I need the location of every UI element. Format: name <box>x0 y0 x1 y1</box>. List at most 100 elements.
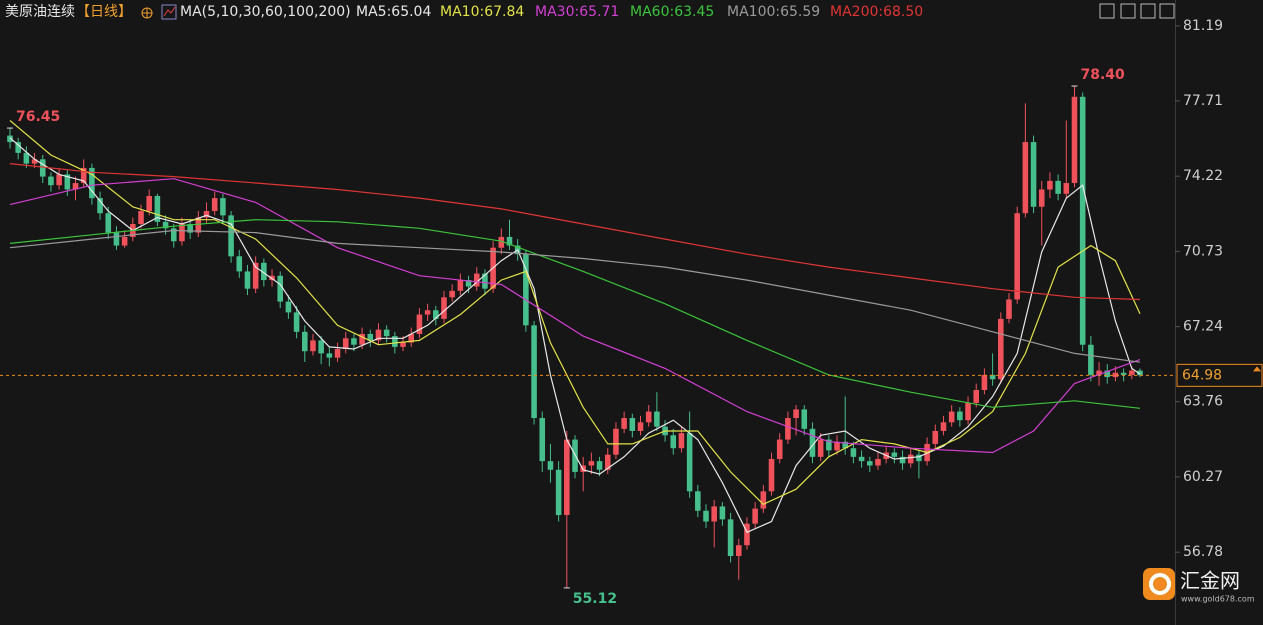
candle-body <box>768 458 775 492</box>
candle-body <box>735 545 742 557</box>
y-tick-label: 63.76 <box>1183 394 1223 410</box>
candle-body <box>56 174 62 186</box>
legend-entry: MA60:63.45 <box>630 4 714 20</box>
candle-body <box>1129 370 1135 375</box>
candle-body <box>670 435 677 449</box>
candle-body <box>293 312 300 332</box>
legend-entry: MA200:68.50 <box>830 4 923 20</box>
candle-body <box>645 411 652 423</box>
candle-body <box>858 456 865 462</box>
candle-body <box>875 458 881 466</box>
candle-body <box>375 329 382 341</box>
annotation-label: 76.45 <box>16 109 60 125</box>
brand: 汇金网 <box>1180 569 1240 593</box>
candle-body <box>211 198 218 212</box>
candle-body <box>727 519 734 557</box>
legend-entry: MA10:67.84 <box>440 4 524 20</box>
candle-body <box>1030 142 1037 207</box>
candle-body <box>228 215 234 257</box>
candle-body <box>850 448 857 457</box>
candle-body <box>1079 96 1086 345</box>
ma-line <box>9 137 1141 534</box>
y-tick-label: 56.78 <box>1183 544 1223 560</box>
tool-button[interactable] <box>1120 3 1136 19</box>
candle-body <box>899 456 906 464</box>
candle-body <box>1088 344 1094 375</box>
period: 【日线】 <box>76 4 132 20</box>
candle-body <box>801 409 808 429</box>
candle-body <box>1063 183 1070 194</box>
candle-body <box>252 262 259 289</box>
y-tick-label: 74.22 <box>1183 168 1223 184</box>
candle-body <box>539 418 546 462</box>
legend-entry: MA30:65.71 <box>535 4 619 20</box>
candle-body <box>629 418 636 431</box>
tool-button[interactable] <box>1159 3 1175 19</box>
candle-body <box>64 174 71 190</box>
y-tick-label: 60.27 <box>1183 469 1223 485</box>
candle-body <box>301 331 308 352</box>
candle-body <box>957 411 963 421</box>
candle-body <box>457 280 464 291</box>
candle-body <box>203 211 210 218</box>
candle-body <box>654 411 660 427</box>
candle-body <box>39 159 46 177</box>
candle-body <box>555 469 562 516</box>
tool-button[interactable] <box>1099 3 1115 19</box>
legend-entry: MA5:65.04 <box>356 4 431 20</box>
candle-body <box>686 433 693 492</box>
candle-body <box>981 374 988 391</box>
logo <box>1149 573 1171 595</box>
candle-body <box>613 428 619 455</box>
tool-button[interactable] <box>1140 3 1156 19</box>
candle-body <box>465 280 472 287</box>
candle-body <box>441 297 447 319</box>
candle-body <box>97 198 103 214</box>
candle-body <box>1120 372 1127 375</box>
candle-body <box>1071 96 1078 184</box>
candle-body <box>1112 372 1119 378</box>
candle-body <box>973 390 980 403</box>
candle-body <box>965 402 971 421</box>
candle-body <box>392 336 398 347</box>
ma-line <box>9 163 1141 301</box>
candle-body <box>31 159 38 164</box>
candle-body <box>588 461 595 466</box>
y-tick-label: 67.24 <box>1183 319 1223 335</box>
indicator-icon <box>163 6 176 17</box>
candle-body <box>48 176 54 186</box>
candle-body <box>318 340 324 354</box>
candle-body <box>154 195 161 222</box>
candle-body <box>367 333 374 341</box>
candle-body <box>547 461 554 470</box>
candle-body <box>842 441 849 449</box>
candle-body <box>809 428 816 457</box>
candle-body <box>621 418 627 429</box>
candle-body <box>1038 189 1045 207</box>
candle-body <box>826 439 832 451</box>
candle-body <box>146 195 152 212</box>
annotation-label: 55.12 <box>573 591 617 607</box>
candle-body <box>523 254 529 326</box>
candle-body <box>80 167 87 184</box>
candle-body <box>678 433 685 449</box>
candle-body <box>220 198 226 216</box>
candle-body <box>187 223 193 233</box>
last-price-box <box>1176 363 1263 387</box>
candle-body <box>424 310 431 315</box>
candle-body <box>334 349 341 358</box>
candle-body <box>359 333 365 345</box>
candle-body <box>244 271 251 289</box>
candle-body <box>236 256 243 272</box>
candle-body <box>23 152 30 164</box>
legend-entry: MA100:65.59 <box>727 4 820 20</box>
candle-body <box>1022 142 1029 214</box>
candle-body <box>449 290 455 298</box>
candle-body <box>7 135 13 143</box>
candle-body <box>261 262 267 281</box>
candle-body <box>948 411 955 423</box>
candle-body <box>1047 180 1053 190</box>
indicator-icon[interactable] <box>161 4 177 20</box>
